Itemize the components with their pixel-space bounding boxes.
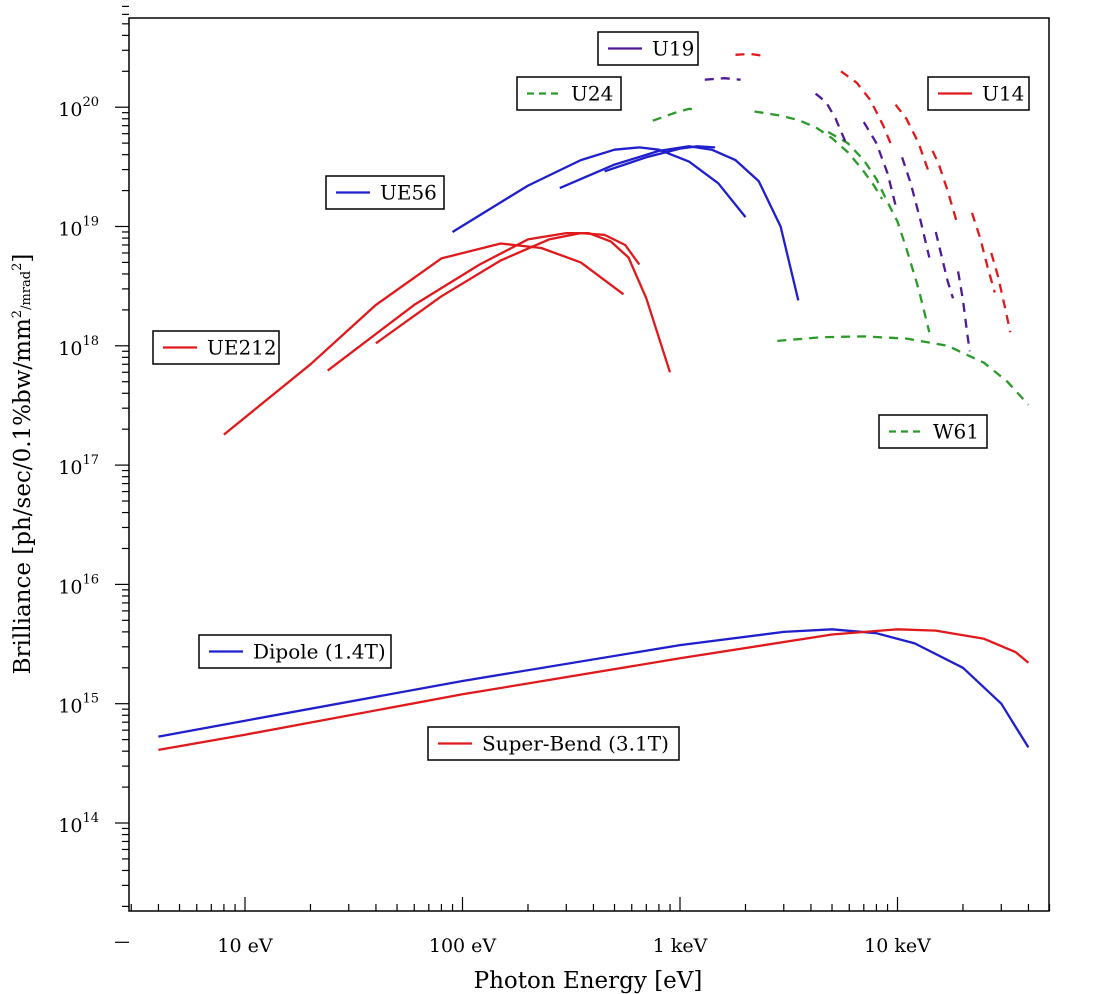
series-u19-s3: [862, 121, 897, 206]
legend-u24: U24: [516, 76, 622, 111]
y-tick-label: 1016: [58, 572, 99, 598]
legend-box: [516, 76, 622, 111]
y-tick-label: 1018: [58, 334, 99, 360]
series-u14-s2: [840, 70, 894, 150]
x-tick-label: 10 keV: [864, 935, 931, 957]
x-ticks: 10 eV 100 eV 1 keV 10 keV: [217, 935, 931, 957]
series-u19-s2: [814, 92, 848, 144]
legend-dipole: Dipole (1.4T): [198, 634, 392, 669]
series-u19-s1: [704, 77, 741, 81]
curves: [158, 52, 1030, 752]
x-tick-label: 10 eV: [217, 935, 272, 957]
y-tick-label: 1020: [58, 95, 99, 121]
legend-w61: W61: [878, 414, 988, 449]
legend-box: [198, 634, 392, 669]
legend-u19: U19: [597, 31, 699, 66]
series-ue56-h1: [451, 146, 747, 233]
legend-label: U19: [652, 37, 694, 61]
legend-ue212: UE212: [152, 330, 280, 365]
y-tick-label: 1019: [58, 215, 99, 241]
legend-label: U24: [571, 82, 613, 106]
legend-label: Dipole (1.4T): [253, 640, 386, 664]
series-u14-s4: [931, 150, 960, 227]
legend-u14: U14: [927, 76, 1030, 111]
series-u14-s1: [735, 52, 763, 57]
series-u24-s3: [827, 131, 931, 333]
series-ue212-h1: [223, 242, 625, 436]
series-ue56-h2: [559, 145, 800, 301]
series-u14-s3: [894, 103, 929, 170]
series-u19-s4: [901, 156, 931, 258]
series-superbend: [158, 628, 1030, 752]
series-u14-s5: [970, 212, 996, 293]
series-dipole: [158, 628, 1030, 749]
legends: U19 U24 U14 UE56 UE212 W61 Dipole (1.4T) Super-…: [152, 31, 1030, 761]
y-tick-label: 1014: [58, 811, 99, 837]
x-tick-label: 100 eV: [429, 935, 497, 957]
y-axis-title: Brilliance [ph/sec/0.1%bw/mm2/mrad2]: [10, 254, 36, 675]
legend-ue56: UE56: [325, 175, 445, 210]
series-ue212-h3: [375, 231, 641, 345]
series-u24-s2: [754, 110, 884, 200]
series-u24-s1: [652, 107, 698, 122]
y-tick-label: 1017: [58, 453, 99, 479]
plot-frame: [128, 17, 1050, 912]
y-ticks: 1014 1015 1016 1017 1018 1019 1020: [58, 95, 99, 837]
legend-label: U14: [982, 82, 1024, 106]
series-u19-s5: [934, 231, 955, 299]
x-tick-label: 1 keV: [653, 935, 708, 957]
y-tick-label: 1015: [58, 692, 99, 718]
series-u14-s6: [990, 252, 1012, 333]
series-w61: [777, 335, 1030, 406]
series-u19-s6: [956, 271, 971, 352]
legend-superbend: Super-Bend (3.1T): [427, 726, 680, 761]
legend-label: UE56: [380, 181, 437, 205]
legend-label: Super-Bend (3.1T): [482, 732, 669, 756]
series-ue56-h3: [604, 145, 716, 173]
minor-ticks: [115, 0, 1051, 943]
legend-label: UE212: [207, 336, 277, 360]
legend-label: W61: [933, 420, 979, 444]
legend-box: [878, 414, 988, 449]
x-axis-title: Photon Energy [eV]: [474, 968, 703, 994]
